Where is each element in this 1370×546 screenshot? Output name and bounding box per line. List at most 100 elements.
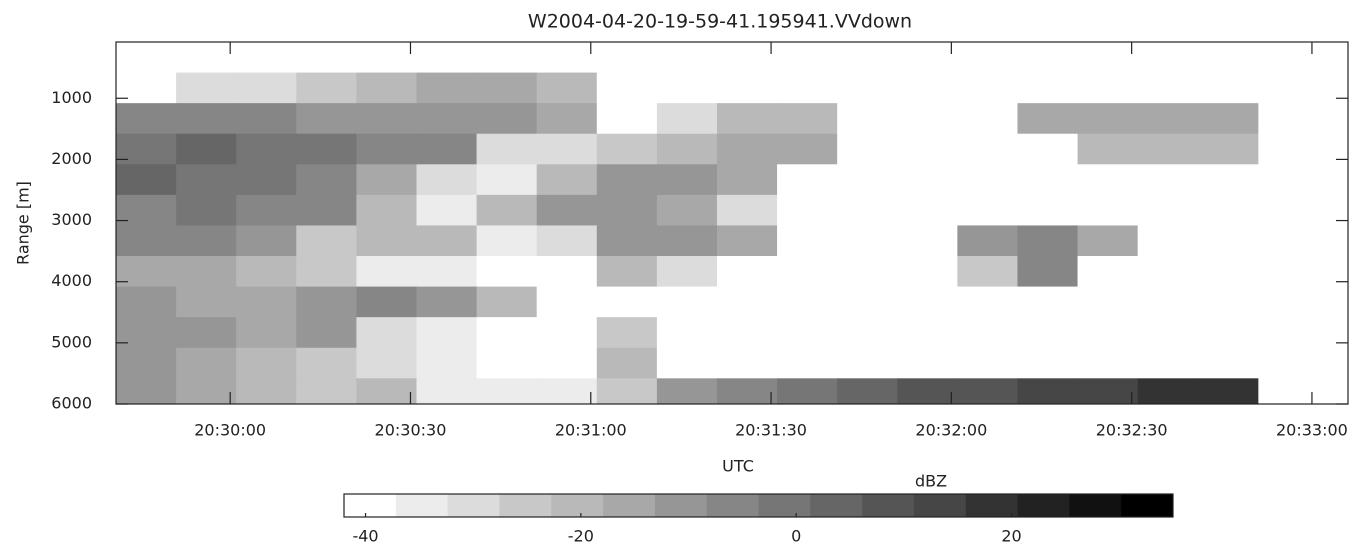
heatmap-cell <box>777 103 838 135</box>
heatmap-cell <box>1017 378 1079 405</box>
heatmap-cell <box>356 378 417 405</box>
x-axis-label: UTC <box>722 457 754 476</box>
x-tick-label: 20:32:00 <box>915 421 987 440</box>
colorbar-swatch <box>1069 494 1122 517</box>
heatmap-cell <box>296 347 357 379</box>
heatmap-cell <box>536 286 598 318</box>
colorbar-swatch <box>1017 494 1070 517</box>
colorbar-swatch <box>706 494 759 517</box>
plot-frame <box>115 41 1349 405</box>
heatmap-cell <box>236 194 297 226</box>
heatmap-cell <box>416 194 478 226</box>
heatmap-cell <box>897 317 958 349</box>
heatmap-cell <box>777 378 838 405</box>
heatmap-cell <box>416 42 478 74</box>
heatmap-cell <box>176 225 237 257</box>
colorbar-label: dBZ <box>915 472 947 491</box>
heatmap-cell <box>416 286 478 318</box>
heatmap-cell <box>296 225 357 257</box>
heatmap-cell <box>356 347 417 379</box>
heatmap-cell <box>1077 194 1139 226</box>
heatmap-cell <box>957 164 1018 196</box>
heatmap-cell <box>777 286 838 318</box>
heatmap-cell <box>1137 103 1199 135</box>
heatmap-cell <box>1077 72 1139 104</box>
heatmap-cell <box>957 225 1018 257</box>
heatmap-cell <box>476 103 538 135</box>
heatmap-cell <box>837 164 898 196</box>
heatmap-cell <box>656 103 718 135</box>
heatmap-cell <box>176 72 237 104</box>
colorbar-tick-label: -40 <box>352 527 378 546</box>
heatmap-cell <box>777 256 838 288</box>
heatmap-cell <box>296 42 357 74</box>
heatmap-cell <box>1017 72 1079 104</box>
heatmap-cell <box>837 286 898 318</box>
y-tick-label: 5000 <box>51 332 92 351</box>
heatmap-cell <box>236 256 297 288</box>
heatmap-cell <box>957 256 1018 288</box>
heatmap-cell <box>116 225 177 257</box>
heatmap-cell <box>596 164 658 196</box>
heatmap-cell <box>476 256 538 288</box>
heatmap-cell <box>777 317 838 349</box>
heatmap-cell <box>296 72 357 104</box>
heatmap-cell <box>837 103 898 135</box>
heatmap-cell <box>656 256 718 288</box>
heatmap-cell <box>116 72 177 104</box>
heatmap-cell <box>837 317 898 349</box>
heatmap-cell <box>596 42 658 74</box>
heatmap-cell <box>416 72 478 104</box>
heatmap-cell <box>716 225 778 257</box>
heatmap-cell <box>356 317 417 349</box>
heatmap-cell <box>1137 133 1199 165</box>
heatmap-cell <box>957 103 1018 135</box>
heatmap-cell <box>296 256 357 288</box>
heatmap-cell <box>716 378 778 405</box>
heatmap-cell <box>1197 317 1259 349</box>
heatmap-cell <box>1137 378 1199 405</box>
heatmap-cell <box>356 42 417 74</box>
heatmap-cell <box>957 378 1018 405</box>
heatmap-cell <box>236 286 297 318</box>
heatmap-cell <box>476 194 538 226</box>
heatmap-cell <box>1017 42 1079 74</box>
heatmap-cell <box>536 347 598 379</box>
heatmap-cell <box>1137 347 1199 379</box>
heatmap-cell <box>476 286 538 318</box>
heatmap-cell <box>837 256 898 288</box>
heatmap-cell <box>1017 347 1079 379</box>
heatmap-cell <box>476 72 538 104</box>
heatmap-cell <box>656 164 718 196</box>
heatmap-cell <box>1197 133 1259 165</box>
heatmap-cell <box>476 317 538 349</box>
heatmap-cell <box>837 42 898 74</box>
heatmap-cell <box>1137 194 1199 226</box>
heatmap-cell <box>656 72 718 104</box>
heatmap-cell <box>716 42 778 74</box>
colorbar-swatch <box>551 494 604 517</box>
heatmap-cell <box>356 194 417 226</box>
heatmap-cell <box>656 42 718 74</box>
heatmap-cell <box>116 317 177 349</box>
heatmap-cell <box>356 133 417 165</box>
heatmap-cell <box>176 194 237 226</box>
heatmap-cell <box>296 103 357 135</box>
x-tick-label: 20:30:00 <box>194 421 266 440</box>
heatmap-cell <box>356 256 417 288</box>
heatmap-cell <box>536 225 598 257</box>
heatmap-cell <box>716 347 778 379</box>
heatmap-cell <box>897 164 958 196</box>
heatmap-cell <box>837 347 898 379</box>
heatmap-cell <box>1077 317 1139 349</box>
heatmap-cell <box>176 133 237 165</box>
colorbar-swatch <box>344 494 397 517</box>
colorbar-swatch <box>654 494 708 517</box>
heatmap-cell <box>897 286 958 318</box>
heatmap-cell <box>596 378 658 405</box>
heatmap-cell <box>777 42 838 74</box>
heatmap-cell <box>716 103 778 135</box>
heatmap-cell <box>1017 164 1079 196</box>
heatmap-cell <box>236 133 297 165</box>
heatmap-cell <box>356 72 417 104</box>
